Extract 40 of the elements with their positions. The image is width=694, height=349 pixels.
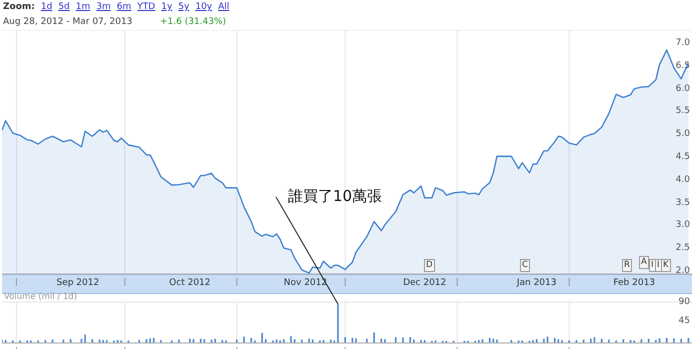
x-tick-label: Jan 2013 <box>515 277 558 289</box>
y-axis-title: Volume (mil / 1d) <box>4 292 78 302</box>
annotation: I <box>655 259 662 272</box>
text: 1d <box>40 2 52 12</box>
annotation: D <box>424 259 435 272</box>
text: 10y <box>195 2 212 12</box>
y-tick-label: 5.5 <box>674 105 690 118</box>
y-tick-label: 3.0 <box>674 219 690 232</box>
x-tick-label: Sep 2012 <box>55 277 100 289</box>
annotation: I <box>649 259 656 272</box>
y-tick-label: 45 <box>678 314 690 327</box>
annotation: R <box>622 259 632 272</box>
y-tick-label: 6.0 <box>674 82 690 95</box>
y-tick-label: 3.5 <box>674 196 690 209</box>
annotation: +1.6 (31.43%) <box>160 17 226 27</box>
x-tick-label: Oct 2012 <box>168 277 212 289</box>
text: Zoom: <box>3 2 35 12</box>
y-tick-label: 4.0 <box>674 174 690 186</box>
text: YTD <box>137 2 156 12</box>
text: 3m <box>96 2 111 12</box>
text: 6m <box>116 2 132 12</box>
x-tick-label: Nov 2012 <box>282 277 328 289</box>
annotation: K <box>661 259 671 272</box>
text: 1m <box>76 2 90 12</box>
x-tick-label: Feb 2013 <box>612 277 656 289</box>
text: All <box>218 2 230 12</box>
annotation: A <box>639 256 649 269</box>
y-tick-label: 4.5 <box>674 150 690 163</box>
y-tick-label: 2.0 <box>674 265 690 277</box>
annotation: 誰買了10萬張 <box>288 187 382 206</box>
text: 5d <box>58 2 70 12</box>
text: 5y <box>178 2 190 12</box>
annotation: C <box>520 259 530 272</box>
x-tick-label: Dec 2012 <box>402 277 448 289</box>
y-tick-label: 2.5 <box>674 242 690 254</box>
chart-subtitle: Aug 28, 2012 - Mar 07, 2013 <box>3 17 132 27</box>
y-tick-label: 90 <box>678 296 690 308</box>
y-tick-label: 5.0 <box>674 128 690 140</box>
text: 1y <box>161 2 172 12</box>
y-tick-label: 7.0 <box>674 36 690 49</box>
